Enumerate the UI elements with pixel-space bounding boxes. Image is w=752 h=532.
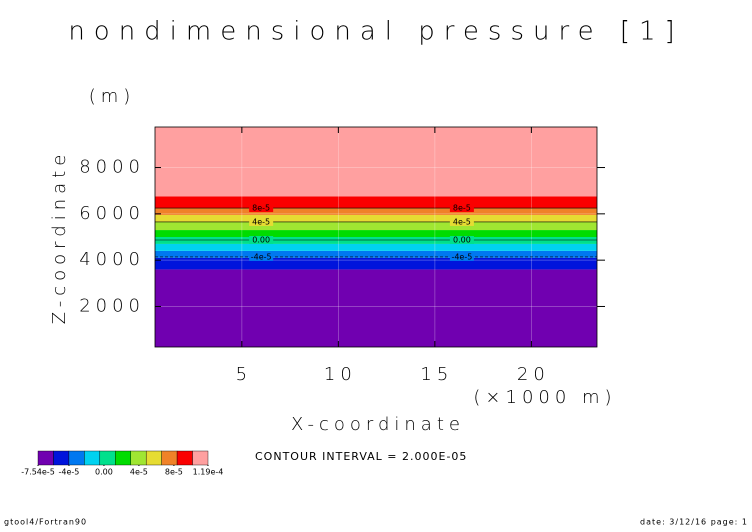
contour-label-bg (249, 204, 274, 213)
band (155, 257, 597, 270)
band (155, 215, 597, 222)
colorbar-box (115, 450, 131, 466)
contour-label-bg (449, 236, 474, 245)
colorbar-label: 8e-5 (165, 468, 183, 477)
band (155, 221, 597, 231)
y-tick-label: 4000 (79, 249, 145, 270)
contour-label: 0.00 (453, 236, 471, 245)
contour-interval: CONTOUR INTERVAL = 2.000E-05 (255, 450, 467, 463)
colorbar-box (53, 450, 70, 466)
contour-label-bg (449, 252, 474, 261)
x-tick-label: 20 (517, 364, 550, 385)
x-unit: (×1000 m) (473, 387, 616, 408)
contour-label-bg (249, 252, 274, 261)
band (155, 127, 597, 197)
colorbar-box (68, 450, 85, 466)
colorbar-box (99, 450, 116, 466)
contour-label: -4e-5 (251, 252, 272, 261)
x-tick-label: 10 (324, 364, 357, 385)
colorbar-box (192, 450, 209, 466)
contour-label: 8e-5 (252, 204, 270, 213)
colorbar-box (145, 450, 162, 466)
contour-label: -4e-5 (451, 252, 472, 261)
y-tick-label: 6000 (79, 203, 145, 224)
x-tick-label: 5 (236, 364, 252, 385)
band (155, 237, 597, 244)
band (155, 269, 597, 347)
contour-label-bg (449, 217, 474, 226)
contour-label-bg (249, 217, 274, 226)
band (155, 243, 597, 251)
colorbar-label: -7.54e-5 (21, 468, 55, 477)
contour-label: 0.00 (252, 236, 270, 245)
footer-right: date: 3/12/16 page: 1 (640, 518, 748, 527)
colorbar-box (176, 450, 193, 466)
y-tick-label: 8000 (79, 157, 145, 178)
contour-label: 4e-5 (252, 217, 270, 226)
contour-label: 8e-5 (453, 204, 471, 213)
y-tick-label: 2000 (79, 295, 145, 316)
x-tick-label: 15 (420, 364, 453, 385)
colorbar-box (161, 450, 178, 466)
band (155, 208, 597, 215)
contour-label-bg (449, 204, 474, 213)
band (155, 230, 597, 237)
colorbar-box (130, 450, 147, 466)
contour-label-bg (249, 236, 274, 245)
y-unit: (m) (89, 86, 136, 107)
chart-title: nondimensional pressure [1] (68, 17, 683, 47)
footer-left: gtool4/Fortran90 (4, 518, 87, 527)
band (155, 250, 597, 258)
colorbar-label: 1.19e-4 (193, 468, 224, 477)
colorbar-box (37, 450, 54, 466)
contour-label: 4e-5 (453, 217, 471, 226)
colorbar-box (84, 450, 101, 466)
band (155, 196, 597, 209)
colorbar-label: -4e-5 (59, 468, 80, 477)
y-axis-label: Z-coordinate (49, 150, 70, 325)
colorbar-label: 4e-5 (130, 468, 148, 477)
x-axis-label: X-coordinate (291, 414, 465, 435)
colorbar-label: 0.00 (95, 468, 113, 477)
plot-frame (154, 126, 598, 348)
